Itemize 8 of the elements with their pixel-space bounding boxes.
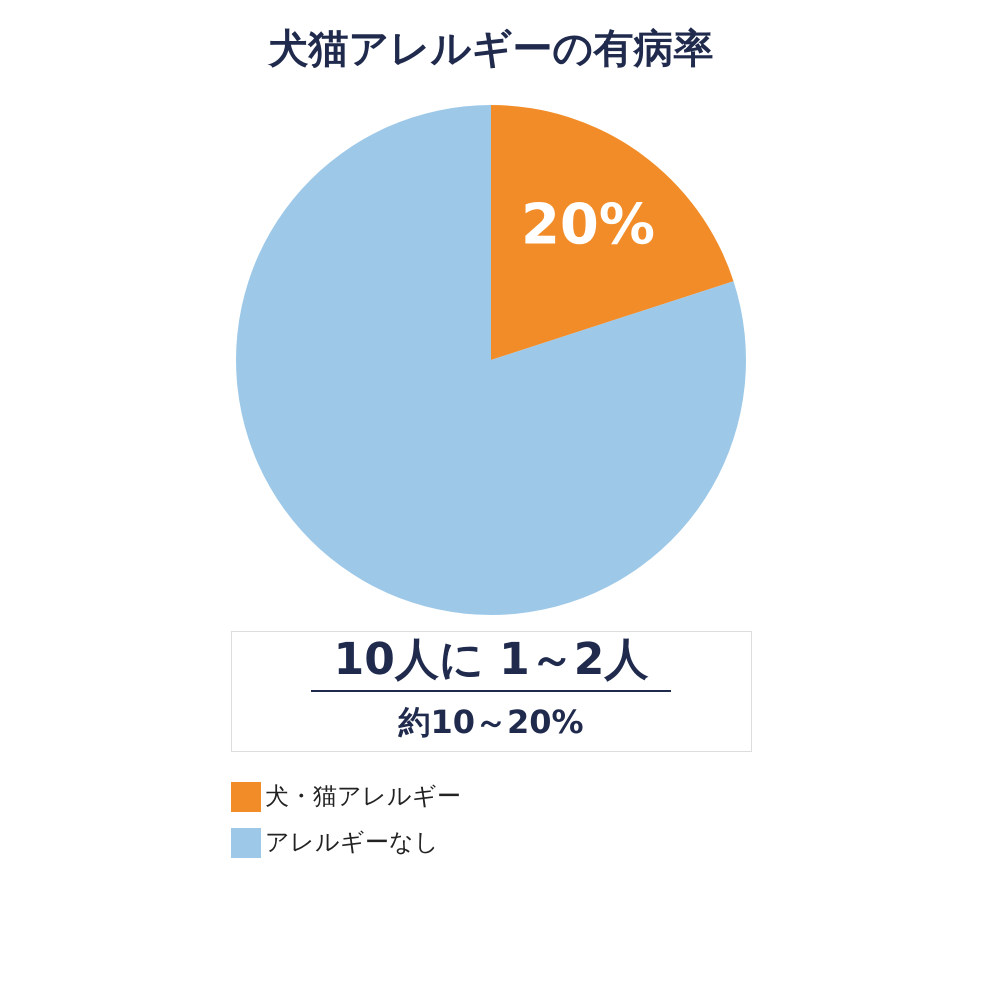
pie-slice [236,105,746,615]
chart-title: 犬猫アレルギーの有病率 [266,26,714,72]
legend-label: アレルギーなし [265,828,439,856]
data-label: 20% [520,192,656,258]
text: 約10～20% [397,703,584,741]
text: 10人に 1～2人 [334,634,648,685]
pie-slice [491,105,734,360]
legend-label: 犬・猫アレルギー [265,782,461,810]
